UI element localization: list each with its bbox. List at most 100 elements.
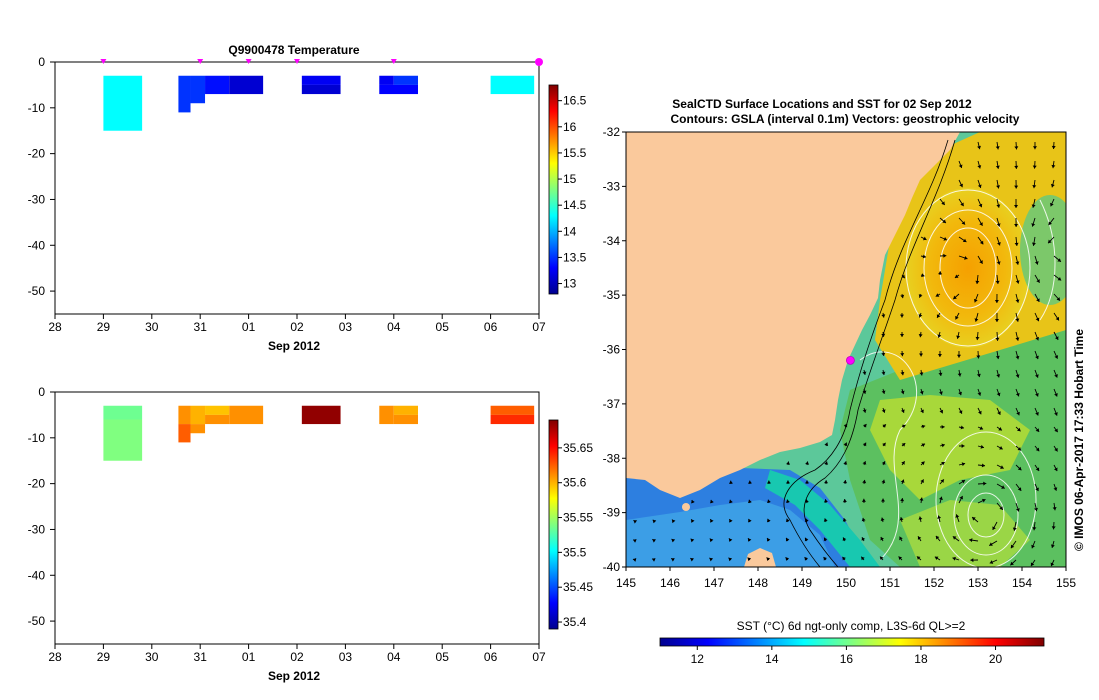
temperature-surface-mark [535,58,543,66]
frontal-patch [870,395,1030,500]
velocity-vector-head [881,479,886,484]
salinity-colorbar [548,419,559,630]
velocity-vector-head [916,556,921,560]
longitude-tick-label: 145 [616,576,636,590]
velocity-vector-head [901,274,905,279]
velocity-vector-head [785,499,790,503]
velocity-vector-head [1055,316,1059,321]
salinity-cell [190,424,206,434]
velocity-vector-head [1035,336,1040,341]
velocity-vector-head [975,336,980,341]
temperature-colorbar-ticks: 13 13.5 14 14.5 15 15.5 16 16.5 [558,94,587,291]
velocity-vector-head [938,496,943,501]
salinity-x-tick-label: 05 [436,650,450,664]
velocity-vector-head [1057,277,1062,281]
velocity-vector-head [938,391,943,395]
temperature-y-tick-label: -20 [28,147,46,161]
velocity-vector-head [729,519,733,523]
velocity-vector-head [997,242,1001,246]
salinity-y-tick-label: -50 [28,614,46,628]
salinity-x-tick-label: 02 [290,650,304,664]
velocity-vector-head [862,371,867,375]
velocity-vector-head [960,425,964,430]
velocity-vector-head [994,318,999,322]
sst-colorbar [659,637,1045,647]
velocity-vector-head [1010,561,1014,566]
velocity-vector-head [632,558,637,562]
velocity-vector-head [881,409,886,413]
sst-colorbar-title: SST (°C) 6d ngt-only comp, L3S-6d QL>=2 [737,619,966,633]
velocity-vector-head [1015,261,1020,265]
velocity-vector-head [843,480,848,484]
latitude-tick-label: -40 [603,560,621,574]
velocity-vector-head [1057,258,1061,262]
velocity-vector-head [960,202,964,207]
velocity-vector-head [804,557,809,561]
longitude-tick-label: 150 [836,576,856,590]
geostrophic-velocity-vectors [632,141,1062,567]
salinity-x-axis: 28 29 30 31 01 02 03 04 05 06 07 [48,644,546,664]
velocity-vector-head [999,506,1003,510]
velocity-vector-head [1014,223,1019,227]
salinity-cell [393,414,418,425]
velocity-vector-head [748,538,752,542]
velocity-vector-head [1051,526,1056,530]
salinity-colorbar-ticks: 35.4 35.45 35.5 35.55 35.6 35.65 [558,441,593,629]
temperature-y-tick-label: -50 [28,284,46,298]
velocity-vector-head [805,480,810,484]
velocity-vector-head [979,222,983,226]
velocity-vector-head [862,442,867,447]
velocity-vector-head [962,238,967,243]
velocity-vector-head [1017,427,1021,432]
sst-colorbar-ticks: 12 14 16 18 20 [691,646,1003,666]
salinity-y-tick-label: -10 [28,431,46,445]
salinity-colorbar-tick-label: 35.65 [563,441,593,455]
velocity-vector-head [728,557,733,562]
temperature-x-tick-label: 05 [436,320,450,334]
velocity-vector-head [1015,299,1020,303]
salinity-cell [178,405,191,425]
cool-water-inner [626,500,835,567]
temperature-colorbar-tick-label: 15 [563,172,577,186]
velocity-vector-head [1036,298,1040,302]
velocity-vector-head [880,536,885,541]
salinity-cell [301,405,341,425]
velocity-vector-head [652,519,657,524]
bathymetry-contours [783,139,956,567]
temperature-x-tick-label: 01 [242,320,256,334]
velocity-vector-head [940,479,944,483]
velocity-vector-head [1048,239,1052,244]
velocity-vector-head [976,373,981,378]
velocity-vector-head [881,352,886,356]
velocity-vector-head [996,374,1001,378]
velocity-vector-head [955,514,960,518]
velocity-vector-head [953,295,957,300]
velocity-vector-head [1035,355,1039,360]
longitude-tick-label: 147 [704,576,724,590]
salinity-y-tick-label: -30 [28,522,46,536]
temperature-surface-mark [245,59,252,64]
temperature-y-tick-label: -10 [28,101,46,115]
sst-colorbar-tick-label: 12 [691,652,705,666]
velocity-vector-head [1050,202,1054,207]
velocity-vector-head [1035,412,1039,416]
velocity-vector-head [1014,185,1019,189]
temperature-cell [301,75,341,85]
velocity-vector-head [919,497,924,501]
velocity-vector-head [748,518,752,523]
velocity-vector-head [956,354,961,358]
temperature-cell [103,75,143,131]
temperature-y-axis: 0 -10 -20 -30 -40 -50 [28,55,55,298]
velocity-vector-head [900,409,905,413]
salinity-x-tick-label: 29 [97,650,111,664]
salinity-cell [490,405,535,415]
velocity-vector-head [823,537,828,542]
velocity-vector-head [671,538,676,543]
temperature-surface-mark [197,59,204,64]
velocity-vector-head [1054,374,1058,378]
velocity-vector-head [954,274,959,278]
velocity-vector-head [918,516,923,520]
velocity-vector-head [943,236,948,241]
sst-colorbar-tick-label: 14 [765,652,779,666]
